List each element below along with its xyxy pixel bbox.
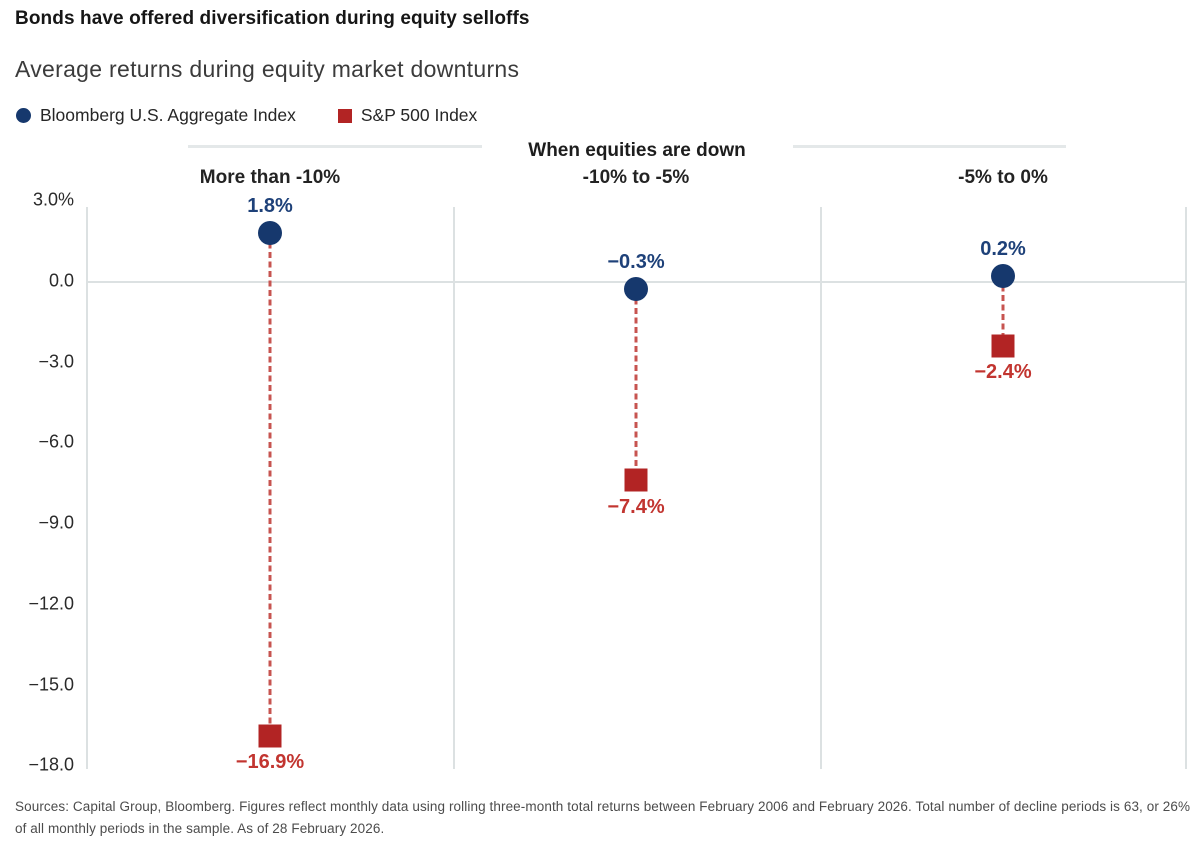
aggregate-point [258,220,282,245]
chart-subtitle: Average returns during equity market dow… [15,56,520,82]
panel-divider [820,207,822,769]
aggregate-point-label: 1.8% [247,194,293,217]
source-footnote: Sources: Capital Group, Bloomberg. Figur… [15,799,1191,836]
legend-item-label: S&P 500 Index [360,105,478,125]
y-tick-label: −3.0 [38,351,74,372]
category-label: -5% to 0% [958,167,1048,188]
y-tick-label: −9.0 [38,512,74,533]
y-tick-label: −6.0 [38,431,74,452]
aggregate-point [991,263,1015,288]
category-label: More than -10% [199,167,341,188]
legend-circle-icon [16,108,31,123]
aggregate-point-label: −0.3% [607,251,665,274]
legend-square-icon [337,108,352,123]
y-tick-label: −12.0 [28,593,74,614]
legend-item-bloomberg-aggregate: Bloomberg U.S. Aggregate Index [16,105,296,126]
connector-dashed-line [634,289,638,481]
plot-right-border [1185,207,1187,769]
legend: Bloomberg U.S. Aggregate Index S&P 500 I… [16,105,477,126]
group-header-rule-right [793,145,1066,148]
category-label: -10% to -5% [582,167,690,188]
sp500-point [991,334,1015,358]
sp500-point [258,724,282,748]
page-title: Bonds have offered diversification durin… [15,8,530,29]
sp500-point-label: −2.4% [974,361,1032,384]
sp500-point-label: −16.9% [235,751,305,774]
group-header-rule-left [188,145,482,148]
group-header-label: When equities are down [528,140,746,161]
y-tick-label: 3.0% [32,189,74,210]
sp500-point [624,468,648,492]
sp500-point-label: −7.4% [607,495,665,518]
y-tick-label: −15.0 [28,674,74,694]
y-axis-line [86,207,88,769]
connector-dashed-line [1001,275,1005,346]
y-tick-label: −18.0 [28,754,74,775]
aggregate-point-label: 0.2% [980,237,1026,260]
connector-dashed-line [268,232,272,736]
panel-divider [453,207,455,769]
legend-item-label: Bloomberg U.S. Aggregate Index [40,105,296,125]
y-tick-label: 0.0 [48,270,74,291]
aggregate-point [624,277,648,302]
legend-item-sp500: S&P 500 Index [337,105,478,126]
